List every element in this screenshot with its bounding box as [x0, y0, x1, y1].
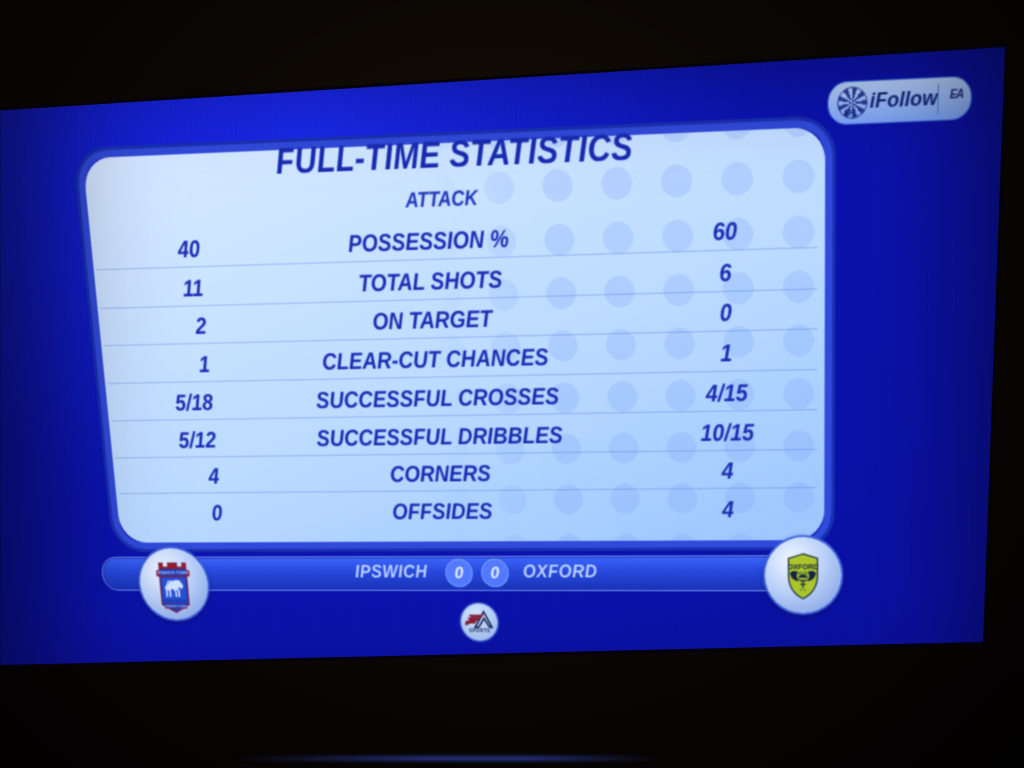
svg-text:SPORTS: SPORTS: [469, 628, 490, 634]
svg-text:IPSWICH TOWN: IPSWICH TOWN: [157, 570, 189, 575]
svg-text:IPSWICH TOWN: IPSWICH TOWN: [165, 604, 188, 608]
svg-text:OXFORD: OXFORD: [787, 562, 819, 571]
